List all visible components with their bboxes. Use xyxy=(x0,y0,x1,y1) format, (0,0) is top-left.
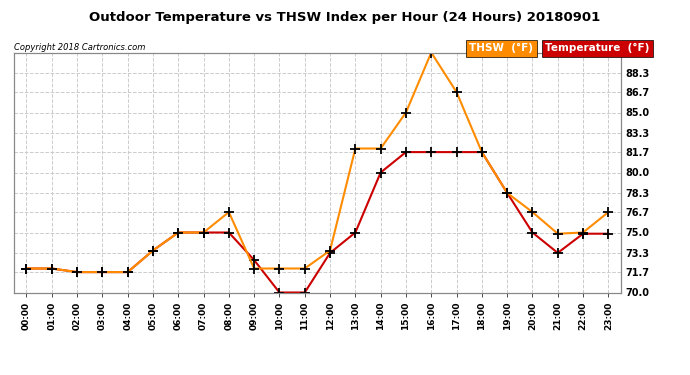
Text: Temperature  (°F): Temperature (°F) xyxy=(545,43,649,53)
Text: Outdoor Temperature vs THSW Index per Hour (24 Hours) 20180901: Outdoor Temperature vs THSW Index per Ho… xyxy=(90,11,600,24)
Text: Copyright 2018 Cartronics.com: Copyright 2018 Cartronics.com xyxy=(14,43,145,52)
Text: THSW  (°F): THSW (°F) xyxy=(469,43,533,53)
